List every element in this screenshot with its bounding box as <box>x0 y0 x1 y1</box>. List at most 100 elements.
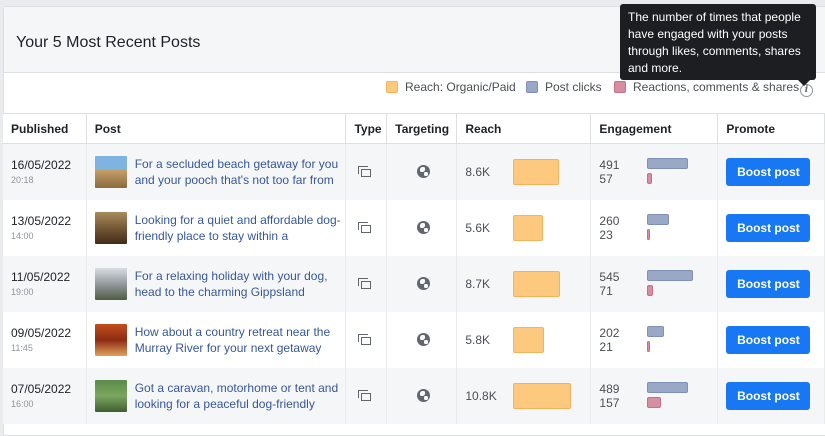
type-cell <box>345 311 388 368</box>
post-clicks-value: 202 <box>599 325 620 340</box>
column-header-post[interactable]: Post <box>86 113 347 144</box>
published-time: 16:00 <box>11 398 34 409</box>
published-cell: 16/05/2022 20:18 <box>3 143 87 200</box>
type-cell <box>345 367 388 424</box>
targeting-cell <box>386 311 458 368</box>
reactions-value: 71 <box>599 283 613 298</box>
published-time: 14:00 <box>11 230 34 241</box>
table-row[interactable]: 16/05/2022 20:18 For a secluded beach ge… <box>3 143 825 200</box>
boost-post-button[interactable]: Boost post <box>726 381 811 410</box>
published-cell: 09/05/2022 11:45 <box>3 311 87 368</box>
reach-cell: 10.8K <box>456 367 592 424</box>
promote-cell: Boost post <box>717 143 825 200</box>
post-cell: How about a country retreat near the Mur… <box>86 311 347 368</box>
published-date: 13/05/2022 <box>11 213 72 228</box>
published-time: 19:00 <box>11 286 34 297</box>
table-row[interactable]: 07/05/2022 16:00 Got a caravan, motorhom… <box>3 367 825 424</box>
legend-item-reach: Reach: Organic/Paid <box>386 80 516 94</box>
boost-post-button[interactable]: Boost post <box>726 325 811 354</box>
gippsland-thumbnail[interactable] <box>94 267 127 300</box>
column-header-type[interactable]: Type <box>345 113 388 144</box>
album-type-icon <box>358 221 372 234</box>
legend-swatch-reach <box>386 81 398 93</box>
published-cell: 11/05/2022 19:00 <box>3 255 87 312</box>
reach-value: 10.8K <box>465 388 497 403</box>
promote-cell: Boost post <box>717 311 825 368</box>
reach-bar <box>513 270 561 297</box>
engagement-cell: 260 23 <box>590 199 719 256</box>
table-row[interactable]: 13/05/2022 14:00 Looking for a quiet and… <box>3 199 825 256</box>
murray-river-thumbnail[interactable] <box>94 323 127 356</box>
published-date: 11/05/2022 <box>11 269 71 284</box>
reactions-value: 21 <box>599 339 613 354</box>
beach-getaway-thumbnail[interactable] <box>94 155 127 188</box>
post-clicks-bar <box>647 213 670 225</box>
reach-value: 8.6K <box>465 164 491 179</box>
legend-swatch-clicks <box>526 81 538 93</box>
legend-label-reach: Reach: Organic/Paid <box>405 80 516 94</box>
album-type-icon <box>358 333 372 346</box>
published-cell: 13/05/2022 14:00 <box>3 199 87 256</box>
post-link[interactable]: For a secluded beach getaway for you and… <box>134 156 339 187</box>
quiet-stay-thumbnail[interactable] <box>94 211 127 244</box>
reach-bar <box>513 382 572 409</box>
chart-legend: Reach: Organic/Paid Post clicks Reaction… <box>0 80 825 100</box>
engagement-cell: 489 157 <box>590 367 719 424</box>
table-row[interactable]: 09/05/2022 11:45 How about a country ret… <box>3 311 825 368</box>
reactions-bar <box>647 396 662 408</box>
caravan-thumbnail[interactable] <box>94 379 127 412</box>
targeting-cell <box>386 255 458 312</box>
globe-icon <box>417 221 431 234</box>
type-cell <box>345 199 388 256</box>
legend-label-clicks: Post clicks <box>545 80 602 94</box>
published-cell: 07/05/2022 16:00 <box>3 367 87 424</box>
reactions-bar <box>647 228 651 240</box>
column-header-published[interactable]: Published <box>3 113 87 144</box>
reach-bar <box>513 158 560 185</box>
published-date: 16/05/2022 <box>11 157 72 172</box>
post-link[interactable]: Got a caravan, motorhome or tent and loo… <box>134 380 339 411</box>
post-link[interactable]: For a relaxing holiday with your dog, he… <box>134 268 328 299</box>
boost-post-button[interactable]: Boost post <box>726 269 811 298</box>
column-header-reach[interactable]: Reach <box>456 113 592 144</box>
legend-swatch-reactions <box>614 81 626 93</box>
type-cell <box>345 255 388 312</box>
album-type-icon <box>358 389 372 402</box>
reactions-value: 157 <box>599 395 620 410</box>
reactions-bar <box>647 172 653 184</box>
promote-cell: Boost post <box>717 367 825 424</box>
post-clicks-value: 260 <box>599 213 620 228</box>
post-clicks-value: 489 <box>599 381 620 396</box>
reach-value: 8.7K <box>465 276 491 291</box>
post-clicks-bar <box>647 381 689 393</box>
post-link[interactable]: How about a country retreat near the Mur… <box>134 324 331 355</box>
tooltip-arrow <box>798 80 810 86</box>
reach-cell: 8.7K <box>456 255 592 312</box>
promote-cell: Boost post <box>717 255 825 312</box>
post-link[interactable]: Looking for a quiet and affordable dog-f… <box>134 212 341 243</box>
globe-icon <box>417 333 431 346</box>
post-cell: Looking for a quiet and affordable dog-f… <box>86 199 347 256</box>
type-cell <box>345 143 388 200</box>
engagement-cell: 491 57 <box>590 143 719 200</box>
legend-item-clicks: Post clicks <box>526 80 602 94</box>
post-cell: For a relaxing holiday with your dog, he… <box>86 255 347 312</box>
column-header-targeting[interactable]: Targeting <box>386 113 458 144</box>
post-cell: Got a caravan, motorhome or tent and loo… <box>86 367 347 424</box>
reach-value: 5.8K <box>465 332 491 347</box>
globe-icon <box>417 165 431 179</box>
boost-post-button[interactable]: Boost post <box>726 157 811 186</box>
reach-bar <box>513 326 545 353</box>
album-type-icon <box>358 165 372 178</box>
globe-icon <box>417 389 431 402</box>
post-clicks-value: 545 <box>599 269 620 284</box>
engagement-cell: 545 71 <box>590 255 719 312</box>
published-date: 07/05/2022 <box>11 381 72 396</box>
post-cell: For a secluded beach getaway for you and… <box>86 143 347 200</box>
reactions-bar <box>647 340 651 352</box>
post-clicks-bar <box>647 325 665 337</box>
table-row[interactable]: 11/05/2022 19:00 For a relaxing holiday … <box>3 255 825 312</box>
boost-post-button[interactable]: Boost post <box>726 213 811 242</box>
recent-posts-table: Published Post Type Targeting Reach Enga… <box>3 113 825 424</box>
column-header-engagement[interactable]: Engagement <box>590 113 719 144</box>
